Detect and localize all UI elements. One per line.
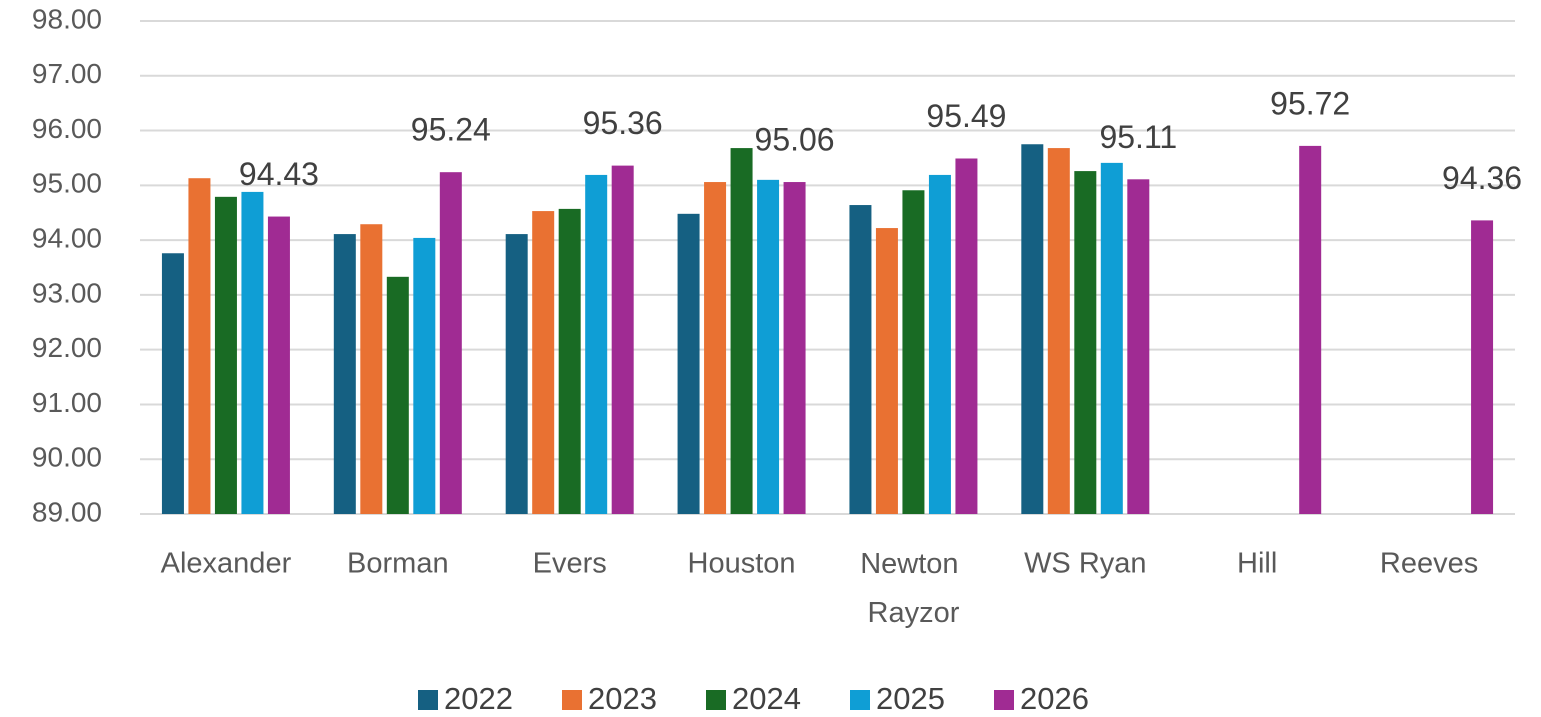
- legend-swatch: [994, 690, 1014, 710]
- bar: [188, 178, 211, 514]
- bar: [360, 224, 383, 514]
- bar: [241, 191, 264, 514]
- x-tick-label: Alexander: [161, 548, 292, 580]
- legend-swatch: [562, 690, 582, 710]
- bar: [1471, 220, 1494, 514]
- bar: [875, 228, 898, 514]
- bar: [611, 165, 634, 514]
- bar: [1047, 148, 1070, 514]
- bar: [532, 211, 555, 514]
- bar: [558, 208, 581, 515]
- data-label: 95.24: [411, 112, 491, 148]
- x-tick-label: Hill: [1237, 548, 1277, 580]
- bar: [1100, 162, 1123, 514]
- data-label: 95.72: [1270, 85, 1350, 121]
- y-tick-label: 91.00: [32, 387, 102, 418]
- y-tick-label: 96.00: [32, 113, 102, 144]
- x-tick-label: Houston: [688, 548, 796, 580]
- bar: [214, 196, 237, 514]
- legend-label: 2023: [588, 681, 657, 716]
- bar: [955, 158, 978, 514]
- data-label: 95.36: [583, 105, 663, 141]
- bar: [704, 182, 727, 514]
- legend-swatch: [706, 690, 726, 710]
- y-tick-label: 97.00: [32, 58, 102, 89]
- legend-swatch: [850, 690, 870, 710]
- bar: [1127, 179, 1150, 514]
- legend-label: 2024: [732, 681, 801, 716]
- bar: [757, 179, 780, 514]
- data-label: 95.11: [1099, 119, 1177, 155]
- legend-label: 2022: [444, 681, 513, 716]
- bar: [439, 172, 462, 515]
- bar: [386, 276, 409, 514]
- y-tick-label: 92.00: [32, 332, 102, 363]
- x-tick-label: Borman: [347, 548, 449, 580]
- bar: [677, 213, 700, 514]
- x-tick-label: Newton Rayzor: [860, 548, 966, 629]
- bar: [1021, 144, 1044, 514]
- bar: [505, 234, 528, 514]
- bar: [267, 216, 290, 514]
- x-tick-label: Reeves: [1380, 548, 1478, 580]
- data-label: 94.36: [1442, 160, 1522, 196]
- y-tick-label: 94.00: [32, 223, 102, 254]
- y-tick-label: 89.00: [32, 496, 102, 527]
- bar: [1074, 171, 1097, 514]
- bar: [161, 253, 184, 514]
- bar: [730, 148, 753, 514]
- bar: [333, 234, 356, 514]
- legend-swatch: [418, 690, 438, 710]
- y-tick-label: 98.00: [32, 3, 102, 34]
- bar: [783, 182, 806, 514]
- bar: [1299, 145, 1322, 515]
- data-label: 95.06: [755, 121, 835, 157]
- data-label: 95.49: [926, 98, 1006, 134]
- bar: [902, 190, 925, 514]
- x-tick-label: Evers: [533, 548, 607, 580]
- data-label: 94.43: [239, 156, 319, 192]
- bar: [928, 174, 951, 515]
- bar: [585, 174, 608, 515]
- legend-label: 2025: [876, 681, 945, 716]
- bar: [413, 237, 436, 515]
- y-tick-label: 93.00: [32, 277, 102, 308]
- x-tick-label: WS Ryan: [1024, 548, 1146, 580]
- legend-label: 2026: [1020, 681, 1089, 716]
- y-tick-label: 90.00: [32, 442, 102, 473]
- y-tick-label: 95.00: [32, 168, 102, 199]
- bar: [849, 205, 872, 514]
